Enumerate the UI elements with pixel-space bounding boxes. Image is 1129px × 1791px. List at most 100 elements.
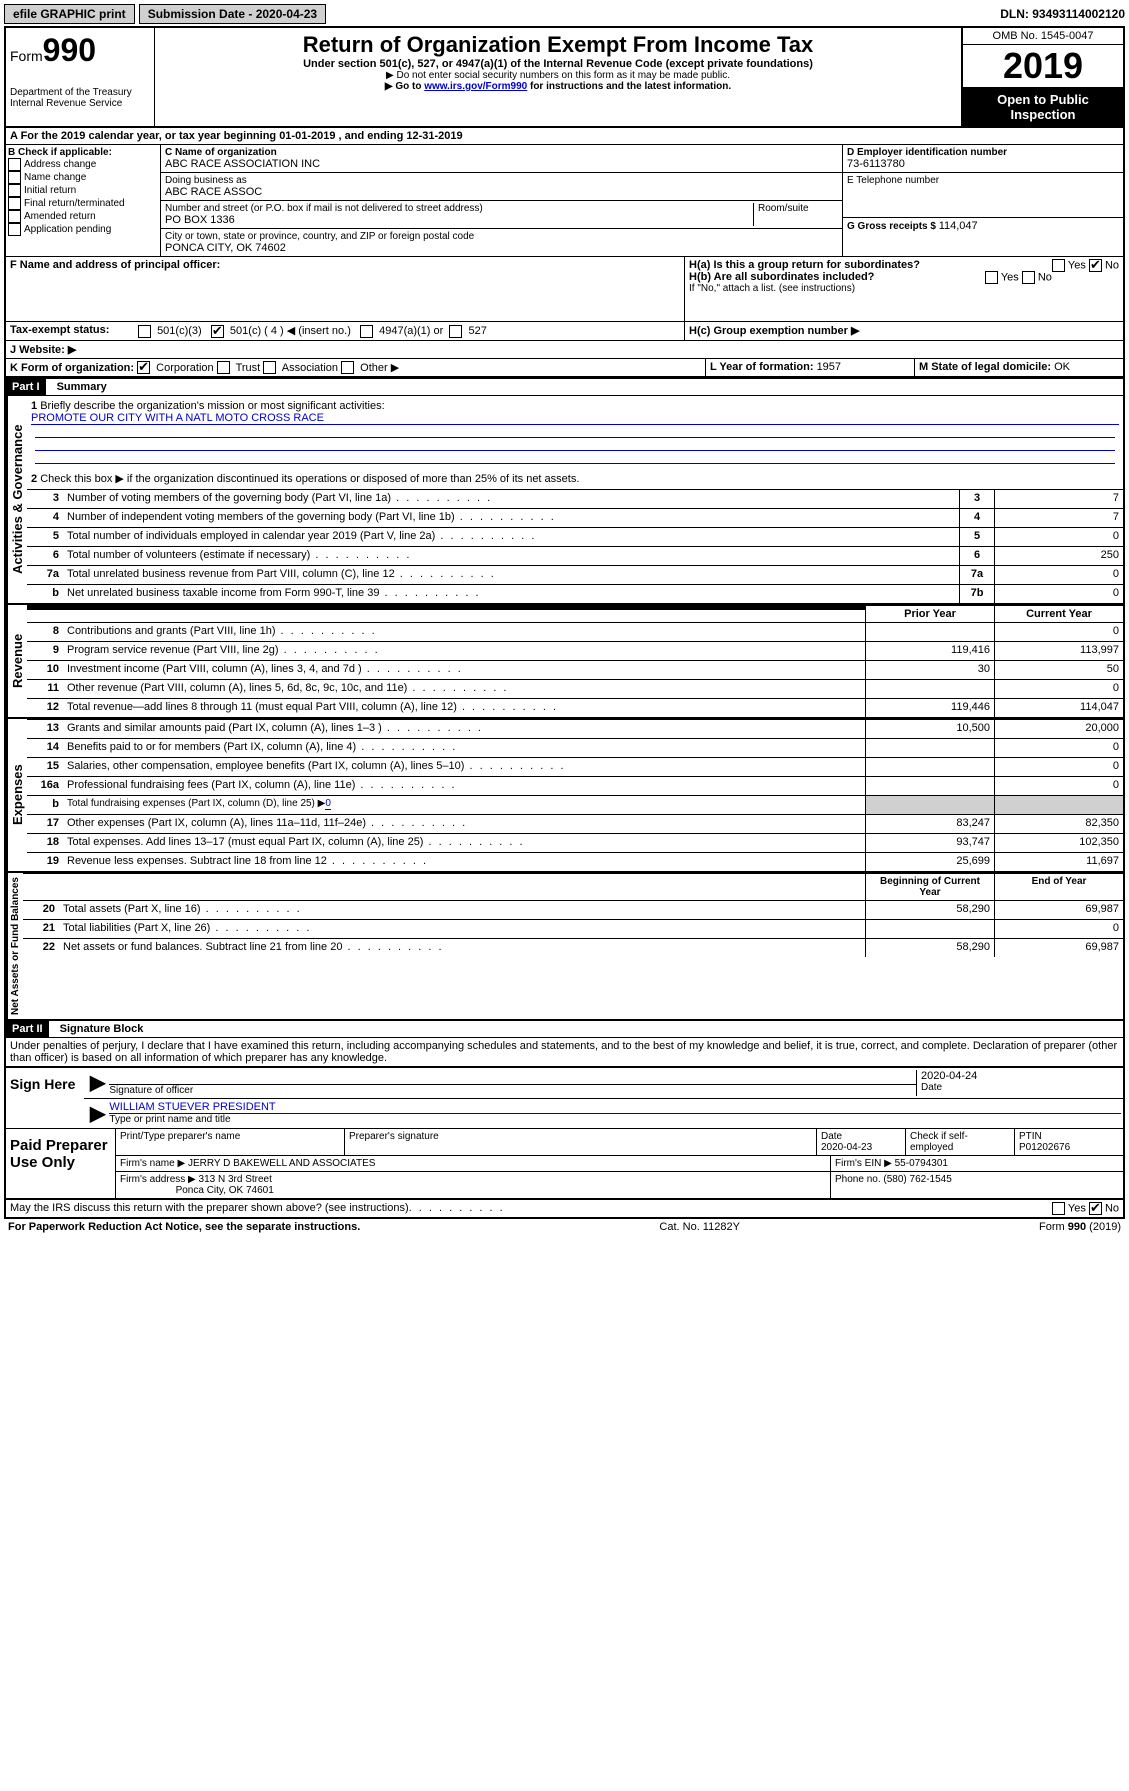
instructions-link[interactable]: www.irs.gov/Form990 (424, 81, 527, 92)
section-a-period: A For the 2019 calendar year, or tax yea… (6, 128, 1123, 145)
line-num: 18 (27, 834, 63, 852)
527-label: 527 (468, 325, 486, 337)
line-num: 13 (27, 720, 63, 738)
form-number: 990 (43, 32, 96, 68)
527-checkbox[interactable] (449, 325, 462, 338)
ptin-value: P01202676 (1019, 1142, 1070, 1153)
org-name: ABC RACE ASSOCIATION INC (165, 158, 838, 170)
name-change-checkbox[interactable] (8, 171, 21, 184)
line-num: 8 (27, 623, 63, 641)
amended-return-checkbox[interactable] (8, 210, 21, 223)
line-text: Net assets or fund balances. Subtract li… (59, 939, 865, 957)
subordinates-note: If "No," attach a list. (see instruction… (689, 283, 1119, 294)
ha-no-checkbox[interactable] (1089, 259, 1102, 272)
part1-header: Part I (6, 379, 46, 395)
preparer-sig-label: Preparer's signature (345, 1129, 817, 1155)
current-value: 0 (994, 758, 1123, 776)
subtitle-1: Under section 501(c), 527, or 4947(a)(1)… (159, 58, 957, 70)
prior-value: 83,247 (865, 815, 994, 833)
prior-value (865, 680, 994, 698)
line-text: Number of independent voting members of … (63, 509, 959, 527)
line-num: 6 (27, 547, 63, 565)
firm-addr2: Ponca City, OK 74601 (176, 1185, 274, 1196)
final-return-checkbox[interactable] (8, 197, 21, 210)
discuss-no-checkbox[interactable] (1089, 1202, 1102, 1215)
dba-value: ABC RACE ASSOC (165, 186, 838, 198)
form-title: Return of Organization Exempt From Incom… (159, 32, 957, 58)
goto-post: for instructions and the latest informat… (527, 81, 731, 92)
firm-ein-value: 55-0794301 (895, 1158, 948, 1169)
address-change-checkbox[interactable] (8, 158, 21, 171)
line-text: Other revenue (Part VIII, column (A), li… (63, 680, 865, 698)
current-value: 113,997 (994, 642, 1123, 660)
end-year-header: End of Year (994, 874, 1123, 900)
dept-label: Department of the Treasury (10, 87, 150, 98)
line-num: 14 (27, 739, 63, 757)
principal-officer-label: F Name and address of principal officer: (10, 259, 220, 271)
prior-value (865, 758, 994, 776)
street-value: PO BOX 1336 (165, 214, 753, 226)
discuss-yes-checkbox[interactable] (1052, 1202, 1065, 1215)
part1-title: Summary (49, 381, 107, 393)
line-value: 7 (994, 509, 1123, 527)
yes-label-3: Yes (1068, 1203, 1086, 1215)
line-tag: 3 (959, 490, 994, 508)
4947-checkbox[interactable] (360, 325, 373, 338)
group-return-label: H(a) Is this a group return for subordin… (689, 259, 920, 271)
501c-label: 501(c) ( 4 ) ◀ (insert no.) (230, 325, 351, 337)
pra-notice: For Paperwork Reduction Act Notice, see … (8, 1221, 360, 1233)
line-tag: 7b (959, 585, 994, 603)
line-num: 16a (27, 777, 63, 795)
initial-return-checkbox[interactable] (8, 184, 21, 197)
line-num: 15 (27, 758, 63, 776)
current-value: 82,350 (994, 815, 1123, 833)
efile-button[interactable]: efile GRAPHIC print (4, 4, 135, 24)
other-label: Other ▶ (360, 362, 399, 374)
501c3-checkbox[interactable] (138, 325, 151, 338)
prior-value: 93,747 (865, 834, 994, 852)
ptin-label: PTIN (1019, 1131, 1042, 1142)
gross-receipts-value: 114,047 (939, 220, 978, 232)
preparer-name-label: Print/Type preparer's name (116, 1129, 345, 1155)
current-value: 69,987 (994, 901, 1123, 919)
mission-question: Briefly describe the organization's miss… (40, 400, 384, 412)
trust-checkbox[interactable] (217, 361, 230, 374)
ha-yes-checkbox[interactable] (1052, 259, 1065, 272)
ein-label: D Employer identification number (847, 147, 1119, 158)
prior-value: 58,290 (865, 901, 994, 919)
prep-date-label: Date (821, 1131, 842, 1142)
prior-value: 119,416 (865, 642, 994, 660)
arrow-icon: ▶ (86, 1070, 109, 1096)
prior-value: 119,446 (865, 699, 994, 717)
association-checkbox[interactable] (263, 361, 276, 374)
prior-value: 10,500 (865, 720, 994, 738)
line-num: 11 (27, 680, 63, 698)
line-num: 12 (27, 699, 63, 717)
line-num: 3 (27, 490, 63, 508)
4947-label: 4947(a)(1) or (379, 325, 443, 337)
hb-yes-checkbox[interactable] (985, 271, 998, 284)
line-num: 5 (27, 528, 63, 546)
corporation-checkbox[interactable] (137, 361, 150, 374)
dba-label: Doing business as (165, 175, 838, 186)
org-name-label: C Name of organization (165, 147, 838, 158)
room-label: Room/suite (758, 203, 838, 214)
501c-checkbox[interactable] (211, 325, 224, 338)
association-label: Association (282, 362, 338, 374)
line-text: Total assets (Part X, line 16) (59, 901, 865, 919)
submission-date-button[interactable]: Submission Date - 2020-04-23 (139, 4, 326, 24)
no-label-2: No (1038, 271, 1052, 283)
other-checkbox[interactable] (341, 361, 354, 374)
prior-value (865, 920, 994, 938)
application-pending-checkbox[interactable] (8, 223, 21, 236)
discontinued-question: Check this box ▶ if the organization dis… (40, 473, 579, 485)
yes-label-2: Yes (1001, 271, 1019, 283)
form-org-label: K Form of organization: (10, 362, 134, 374)
line-num: 10 (27, 661, 63, 679)
discuss-question: May the IRS discuss this return with the… (10, 1202, 409, 1215)
final-return-label: Final return/terminated (24, 198, 125, 209)
hb-no-checkbox[interactable] (1022, 271, 1035, 284)
line-value: 0 (994, 528, 1123, 546)
sign-here-label: Sign Here (6, 1068, 84, 1128)
line-num: 20 (23, 901, 59, 919)
